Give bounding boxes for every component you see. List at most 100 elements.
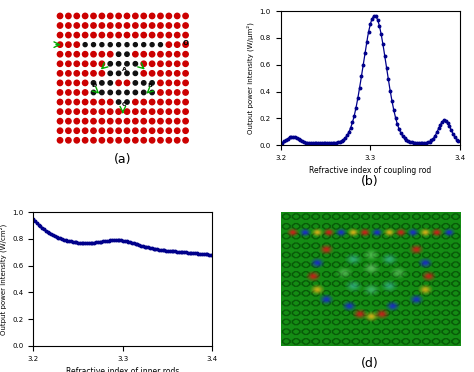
Circle shape xyxy=(57,128,63,134)
Circle shape xyxy=(149,32,155,38)
Circle shape xyxy=(133,99,138,105)
Circle shape xyxy=(149,61,155,67)
Circle shape xyxy=(57,61,63,67)
Circle shape xyxy=(158,90,163,95)
Text: (d): (d) xyxy=(361,357,379,370)
Circle shape xyxy=(133,119,138,124)
Circle shape xyxy=(174,119,180,124)
Circle shape xyxy=(66,52,71,57)
Circle shape xyxy=(149,99,155,105)
Circle shape xyxy=(141,52,146,57)
Circle shape xyxy=(91,81,96,85)
Text: O: O xyxy=(182,40,189,46)
Circle shape xyxy=(66,13,71,19)
Circle shape xyxy=(108,99,113,105)
Circle shape xyxy=(57,42,63,47)
Circle shape xyxy=(66,90,71,95)
Circle shape xyxy=(133,109,138,114)
Circle shape xyxy=(149,128,155,134)
Circle shape xyxy=(166,23,172,28)
Circle shape xyxy=(133,52,138,57)
X-axis label: Refractive index of coupling rod: Refractive index of coupling rod xyxy=(309,166,431,175)
Circle shape xyxy=(158,138,163,143)
Circle shape xyxy=(149,52,155,57)
Circle shape xyxy=(158,23,163,28)
Circle shape xyxy=(108,128,113,134)
Circle shape xyxy=(133,32,138,38)
Circle shape xyxy=(141,71,146,76)
Circle shape xyxy=(57,13,63,19)
Circle shape xyxy=(158,32,163,38)
Circle shape xyxy=(166,80,172,86)
Circle shape xyxy=(99,99,105,105)
X-axis label: Refractive index of inner rods: Refractive index of inner rods xyxy=(66,367,180,372)
Circle shape xyxy=(108,119,113,124)
Circle shape xyxy=(174,109,180,114)
Circle shape xyxy=(133,90,137,94)
Circle shape xyxy=(158,80,163,86)
Circle shape xyxy=(57,90,63,95)
Circle shape xyxy=(166,61,172,67)
Circle shape xyxy=(133,128,138,134)
Circle shape xyxy=(158,43,163,46)
Circle shape xyxy=(133,138,138,143)
Circle shape xyxy=(91,61,96,67)
Circle shape xyxy=(99,71,105,76)
Text: (a): (a) xyxy=(114,153,132,166)
Circle shape xyxy=(91,90,96,94)
Circle shape xyxy=(150,43,154,46)
Circle shape xyxy=(133,43,137,46)
Circle shape xyxy=(99,32,105,38)
Circle shape xyxy=(166,71,172,76)
Circle shape xyxy=(158,13,163,19)
Circle shape xyxy=(183,119,188,124)
Circle shape xyxy=(166,42,172,47)
Circle shape xyxy=(125,100,129,104)
Circle shape xyxy=(91,71,96,76)
Circle shape xyxy=(133,23,138,28)
Circle shape xyxy=(57,32,63,38)
Circle shape xyxy=(108,109,113,114)
Circle shape xyxy=(141,119,146,124)
Circle shape xyxy=(174,32,180,38)
Circle shape xyxy=(183,42,188,47)
Circle shape xyxy=(149,13,155,19)
Circle shape xyxy=(116,138,121,143)
Circle shape xyxy=(149,109,155,114)
Circle shape xyxy=(108,52,113,57)
Circle shape xyxy=(183,109,188,114)
Circle shape xyxy=(74,61,80,67)
Text: B: B xyxy=(148,83,153,88)
Circle shape xyxy=(183,32,188,38)
Circle shape xyxy=(124,23,130,28)
Circle shape xyxy=(183,52,188,57)
Circle shape xyxy=(74,52,80,57)
Circle shape xyxy=(91,109,96,114)
Circle shape xyxy=(124,13,130,19)
Circle shape xyxy=(117,100,121,104)
Circle shape xyxy=(142,43,146,46)
Circle shape xyxy=(133,62,137,66)
Circle shape xyxy=(166,32,172,38)
Circle shape xyxy=(74,99,80,105)
Circle shape xyxy=(57,80,63,86)
Text: D: D xyxy=(91,83,97,88)
Circle shape xyxy=(158,52,163,57)
Circle shape xyxy=(108,71,112,76)
Circle shape xyxy=(74,109,80,114)
Circle shape xyxy=(141,99,146,105)
Circle shape xyxy=(82,119,88,124)
Circle shape xyxy=(108,138,113,143)
Circle shape xyxy=(57,119,63,124)
Circle shape xyxy=(99,52,105,57)
Circle shape xyxy=(174,99,180,105)
Text: (b): (b) xyxy=(361,174,379,187)
Circle shape xyxy=(158,71,163,76)
Circle shape xyxy=(117,52,121,57)
Circle shape xyxy=(99,13,105,19)
Circle shape xyxy=(166,109,172,114)
Circle shape xyxy=(66,138,71,143)
Circle shape xyxy=(183,128,188,134)
Circle shape xyxy=(125,71,129,76)
Circle shape xyxy=(183,99,188,105)
